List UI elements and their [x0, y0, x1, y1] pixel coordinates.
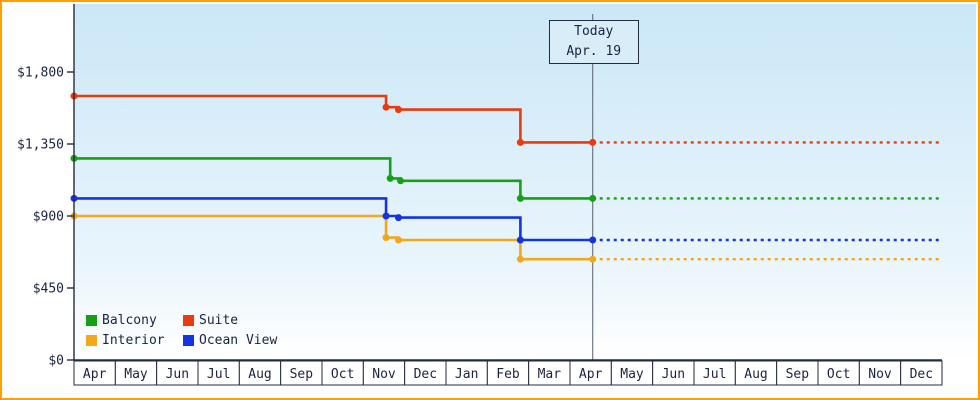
month-cell: [858, 360, 902, 386]
month-label: Jul: [207, 367, 230, 382]
series-point-suite: [394, 106, 402, 114]
plot-background: [74, 4, 976, 360]
month-cell: [486, 360, 530, 386]
month-cell: [569, 360, 612, 386]
legend-item-ocean-view: Ocean View: [183, 330, 277, 350]
month-label: Dec: [414, 367, 437, 382]
legend-item-interior: Interior: [86, 330, 183, 350]
month-label: Sep: [290, 367, 314, 382]
month-label: May: [620, 367, 644, 382]
month-cell: [156, 360, 199, 386]
series-point-interior: [394, 236, 402, 244]
legend-label-interior: Interior: [102, 332, 165, 348]
month-cell: [776, 360, 819, 386]
series-point-today-balcony: [589, 194, 597, 202]
legend-swatch-suite: [183, 314, 194, 326]
legend-swatch-ocean-view: [183, 334, 194, 346]
month-label: Jun: [166, 367, 189, 382]
series-point-suite: [382, 103, 390, 111]
month-cell: [321, 360, 364, 386]
y-tick-label: $0: [48, 354, 64, 369]
month-label: May: [124, 367, 148, 382]
month-cell: [445, 360, 488, 386]
legend-swatch-balcony: [86, 314, 97, 326]
month-label: Oct: [827, 367, 850, 382]
month-label: Jul: [703, 367, 726, 382]
series-point-balcony: [386, 174, 394, 182]
today-marker-label: Today Apr. 19: [548, 20, 639, 64]
legend-label-ocean-view: Ocean View: [199, 332, 278, 348]
month-cell: [693, 360, 736, 386]
legend-item-suite: Suite: [183, 310, 277, 330]
month-label: Aug: [248, 367, 271, 382]
month-cell: [362, 360, 406, 386]
month-label: Dec: [910, 367, 933, 382]
month-cell: [652, 360, 695, 386]
y-tick-label: $1,800: [17, 66, 64, 81]
legend-label-balcony: Balcony: [102, 312, 157, 328]
month-label: Apr: [83, 367, 107, 382]
series-point-ocean-view: [382, 212, 390, 220]
series-point-interior: [516, 255, 524, 263]
month-label: Oct: [331, 367, 354, 382]
month-label: Nov: [372, 367, 396, 382]
today-label: Today: [574, 24, 614, 39]
month-label: Sep: [786, 367, 810, 382]
series-point-ocean-view: [516, 236, 524, 244]
y-tick-label: $450: [33, 282, 64, 297]
series-point-today-ocean-view: [589, 236, 597, 244]
month-cell: [900, 360, 943, 386]
month-label: Apr: [579, 367, 603, 382]
month-label: Feb: [496, 367, 520, 382]
month-cell: [73, 360, 116, 386]
month-cell: [238, 360, 282, 386]
month-label: Jun: [662, 367, 685, 382]
today-date: Apr. 19: [566, 44, 622, 59]
month-cell: [197, 360, 240, 386]
series-point-today-interior: [589, 255, 597, 263]
series-point-ocean-view: [394, 214, 402, 222]
chart-legend: Balcony Suite Interior Ocean View: [86, 310, 277, 350]
y-tick-label: $900: [33, 210, 64, 225]
month-label: Nov: [868, 367, 892, 382]
series-point-interior: [382, 234, 390, 242]
month-label: Jan: [455, 367, 478, 382]
series-point-balcony: [516, 194, 524, 202]
series-point-suite: [516, 138, 524, 146]
month-cell: [280, 360, 323, 386]
month-label: Aug: [744, 367, 767, 382]
legend-item-balcony: Balcony: [86, 310, 183, 330]
month-cell: [734, 360, 778, 386]
y-tick-label: $1,350: [17, 138, 64, 153]
month-label: Mar: [538, 367, 562, 382]
series-point-today-suite: [589, 138, 597, 146]
month-cell: [528, 360, 571, 386]
legend-swatch-interior: [86, 334, 97, 346]
series-point-balcony: [397, 177, 405, 185]
legend-label-suite: Suite: [199, 312, 239, 328]
